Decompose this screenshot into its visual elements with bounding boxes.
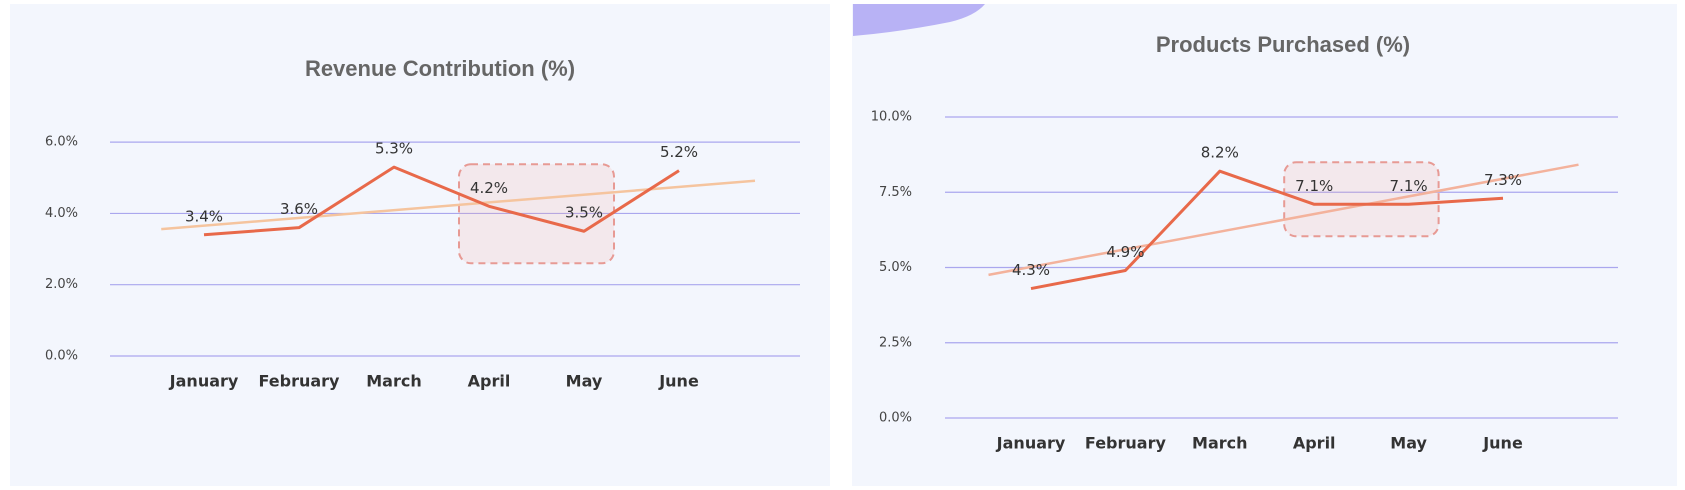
- trend-line: [161, 179, 756, 231]
- data-label: 7.1%: [1295, 177, 1333, 195]
- x-tick-label: June: [1482, 434, 1523, 453]
- data-label: 4.2%: [470, 179, 508, 197]
- x-tick-label: January: [169, 372, 239, 391]
- data-label: 4.9%: [1106, 243, 1144, 261]
- y-tick-label: 2.5%: [879, 335, 912, 350]
- x-tick-label: June: [658, 372, 699, 391]
- y-tick-label: 6.0%: [45, 135, 78, 150]
- x-tick-label: March: [1192, 434, 1247, 453]
- y-tick-label: 7.5%: [879, 185, 912, 200]
- x-tick-label: April: [468, 372, 511, 391]
- highlight-box: [458, 163, 615, 265]
- data-label: 8.2%: [1201, 144, 1239, 162]
- x-tick-label: February: [1085, 434, 1167, 453]
- data-label: 5.3%: [375, 140, 413, 158]
- x-tick-label: March: [366, 372, 421, 391]
- panel: [852, 4, 1677, 486]
- data-label: 7.1%: [1390, 177, 1428, 195]
- x-tick-label: May: [1390, 434, 1427, 453]
- y-tick-label: 5.0%: [879, 260, 912, 275]
- line: [203, 165, 680, 237]
- x-tick-label: January: [996, 434, 1066, 453]
- line: [1030, 169, 1504, 291]
- chart-title: Products Purchased (%): [1156, 32, 1410, 57]
- data-label: 3.6%: [280, 200, 318, 218]
- data-label: 7.3%: [1484, 171, 1522, 189]
- panel: [10, 4, 830, 486]
- data-label: 4.3%: [1012, 261, 1050, 279]
- data-label: 3.5%: [565, 204, 603, 222]
- y-tick-label: 4.0%: [45, 206, 78, 221]
- x-tick-label: April: [1293, 434, 1336, 453]
- y-tick-label: 2.0%: [45, 277, 78, 292]
- data-label: 5.2%: [660, 143, 698, 161]
- y-tick-label: 0.0%: [879, 411, 912, 426]
- y-tick-label: 10.0%: [871, 110, 912, 125]
- trend-line: [988, 163, 1579, 277]
- x-tick-label: May: [566, 372, 603, 391]
- decoration: [853, 4, 985, 36]
- x-tick-label: February: [259, 372, 341, 391]
- highlight-box: [1283, 161, 1440, 238]
- y-tick-label: 0.0%: [45, 349, 78, 364]
- chart-title: Revenue Contribution (%): [305, 56, 575, 81]
- data-label: 3.4%: [185, 207, 223, 225]
